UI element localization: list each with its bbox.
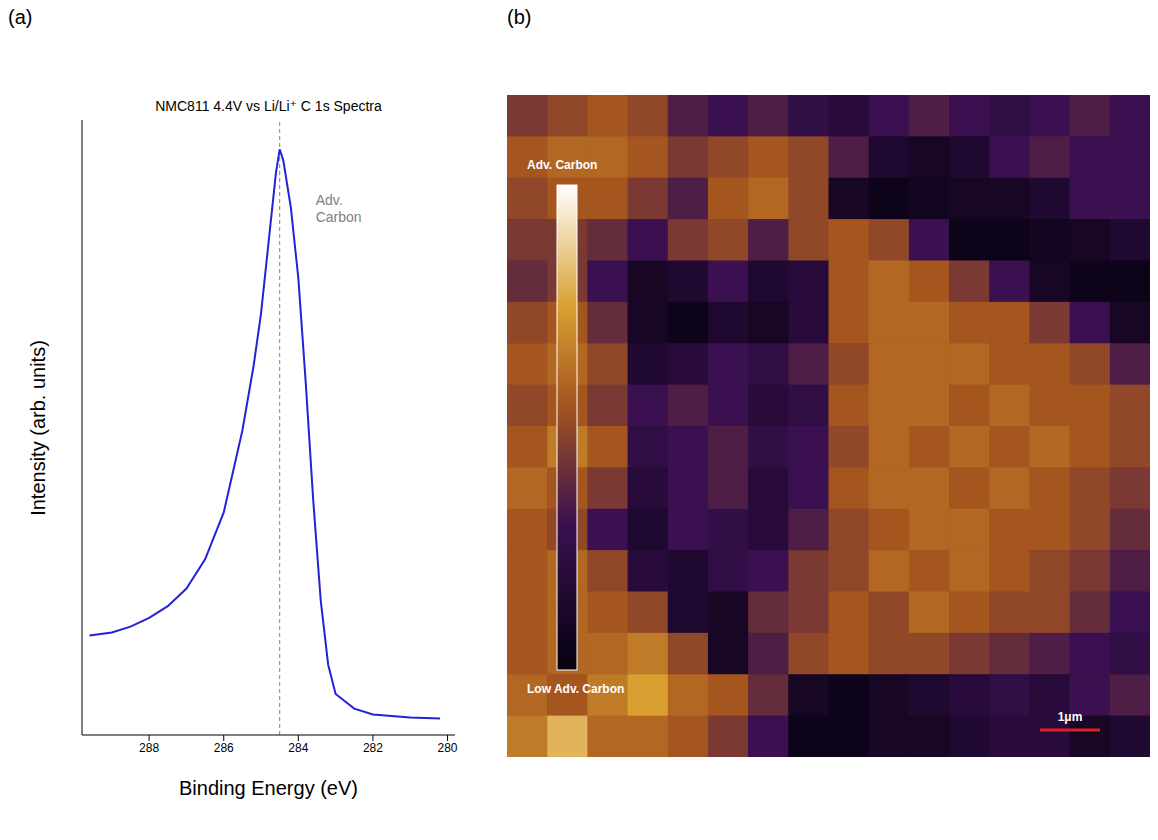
svg-text:280: 280 <box>438 741 458 755</box>
html-text:(b): (b) <box>507 6 532 28</box>
svg-text:288: 288 <box>139 741 159 755</box>
svg-text:1μm: 1μm <box>1058 710 1083 724</box>
svg-text:282: 282 <box>363 741 383 755</box>
html-text:NMC811 4.4V vs Li/Li⁺ C 1s Spe: NMC811 4.4V vs Li/Li⁺ C 1s Spectra <box>155 98 382 114</box>
svg-text:286: 286 <box>214 741 234 755</box>
html-text:Intensity (arb. units): Intensity (arb. units) <box>26 339 49 516</box>
html-text:(a): (a) <box>8 6 33 28</box>
svg-text:Adv. Carbon: Adv. Carbon <box>527 158 597 172</box>
svg-text:Adv.Carbon: Adv.Carbon <box>316 192 362 225</box>
html-text:Binding Energy (eV): Binding Energy (eV) <box>179 777 358 799</box>
svg-text:284: 284 <box>288 741 308 755</box>
svg-text:Low Adv. Carbon: Low Adv. Carbon <box>527 682 624 696</box>
